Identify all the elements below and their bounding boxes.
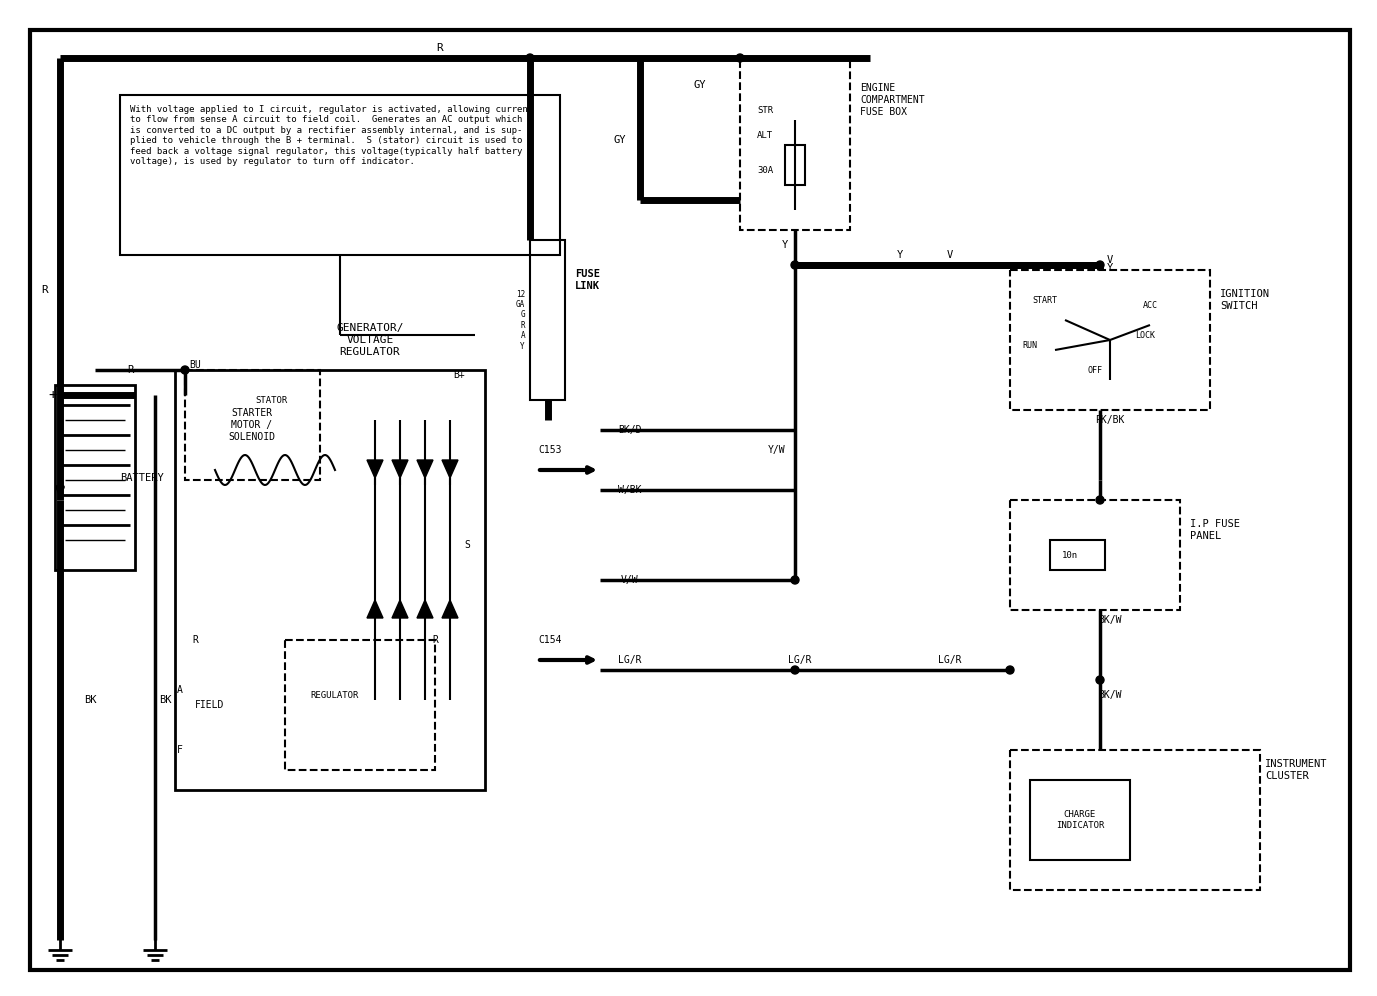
- Text: BK/W: BK/W: [1099, 615, 1122, 625]
- Text: Y/W: Y/W: [767, 445, 785, 455]
- Polygon shape: [417, 600, 432, 618]
- Text: ACC: ACC: [1143, 301, 1158, 310]
- Circle shape: [735, 54, 744, 62]
- Text: A: A: [178, 685, 183, 695]
- Text: V: V: [1107, 255, 1113, 265]
- Text: BK: BK: [84, 695, 96, 705]
- Circle shape: [790, 666, 799, 674]
- Text: S: S: [464, 540, 470, 550]
- Bar: [175, 370, 485, 790]
- Text: IGNITION
SWITCH: IGNITION SWITCH: [1220, 289, 1270, 311]
- Text: R: R: [432, 635, 438, 645]
- Text: C154: C154: [538, 635, 562, 645]
- Circle shape: [1096, 676, 1104, 684]
- Polygon shape: [368, 600, 383, 618]
- Text: OFF: OFF: [1088, 366, 1103, 374]
- Bar: [785, 145, 806, 185]
- Bar: [1009, 750, 1260, 890]
- Bar: [185, 370, 319, 480]
- Bar: [1051, 540, 1104, 570]
- Bar: [285, 640, 435, 770]
- Text: ENGINE
COMPARTMENT
FUSE BOX: ENGINE COMPARTMENT FUSE BOX: [861, 84, 924, 117]
- Text: W/BK: W/BK: [618, 485, 642, 495]
- Text: BK/D: BK/D: [618, 425, 642, 435]
- Polygon shape: [392, 600, 408, 618]
- Circle shape: [526, 54, 534, 62]
- Bar: [1009, 500, 1180, 610]
- Text: PK/BK: PK/BK: [1095, 415, 1125, 425]
- Text: 10n: 10n: [1062, 551, 1078, 560]
- Text: BATTERY: BATTERY: [120, 472, 164, 482]
- Text: R: R: [191, 635, 198, 645]
- Text: BK: BK: [158, 695, 171, 705]
- Circle shape: [1096, 496, 1104, 504]
- Text: START: START: [1033, 296, 1058, 305]
- Text: V: V: [947, 250, 953, 260]
- Text: B+: B+: [453, 370, 465, 380]
- Bar: [120, 95, 560, 255]
- Text: Y: Y: [1107, 263, 1113, 273]
- Bar: [530, 240, 565, 400]
- Text: STARTER
MOTOR /
SOLENOID: STARTER MOTOR / SOLENOID: [229, 408, 275, 441]
- Text: ALT: ALT: [757, 130, 772, 139]
- Text: R: R: [127, 365, 134, 375]
- Circle shape: [790, 261, 799, 269]
- Text: 12
GA
G
R
A
Y: 12 GA G R A Y: [516, 290, 525, 351]
- Circle shape: [1007, 666, 1013, 674]
- Text: STATOR: STATOR: [255, 395, 288, 404]
- Text: Y: Y: [782, 240, 788, 250]
- Bar: [1009, 270, 1210, 410]
- Text: +: +: [48, 388, 58, 402]
- Polygon shape: [368, 460, 383, 478]
- Text: LG/R: LG/R: [938, 655, 961, 665]
- Text: GY: GY: [614, 135, 627, 145]
- Polygon shape: [442, 460, 459, 478]
- Polygon shape: [392, 460, 408, 478]
- Text: BU: BU: [189, 360, 201, 370]
- Bar: [739, 60, 850, 230]
- Text: R: R: [41, 285, 48, 295]
- Text: REGULATOR: REGULATOR: [311, 690, 359, 699]
- Text: RUN: RUN: [1023, 341, 1037, 350]
- Polygon shape: [417, 460, 432, 478]
- Text: R: R: [437, 43, 443, 53]
- Circle shape: [1096, 261, 1104, 269]
- Text: LG/R: LG/R: [788, 655, 812, 665]
- Text: F: F: [178, 745, 183, 755]
- Text: C153: C153: [538, 445, 562, 455]
- Circle shape: [180, 366, 189, 374]
- Text: 30A: 30A: [757, 165, 772, 174]
- Polygon shape: [442, 600, 459, 618]
- Text: GENERATOR/
VOLTAGE
REGULATOR: GENERATOR/ VOLTAGE REGULATOR: [336, 324, 403, 357]
- Text: With voltage applied to I circuit, regulator is activated, allowing current
to f: With voltage applied to I circuit, regul…: [129, 105, 533, 166]
- Bar: [55, 385, 135, 570]
- Circle shape: [790, 576, 799, 584]
- Text: GY: GY: [694, 80, 706, 90]
- Text: CHARGE
INDICATOR: CHARGE INDICATOR: [1056, 811, 1104, 830]
- Text: Y: Y: [896, 250, 903, 260]
- Bar: [1030, 780, 1131, 860]
- Text: INSTRUMENT
CLUSTER: INSTRUMENT CLUSTER: [1265, 759, 1327, 781]
- Text: I.P FUSE
PANEL: I.P FUSE PANEL: [1190, 519, 1241, 541]
- Text: V/W: V/W: [621, 575, 639, 585]
- Text: LOCK: LOCK: [1135, 331, 1155, 340]
- Text: FIELD: FIELD: [196, 700, 224, 710]
- Text: BK/W: BK/W: [1099, 690, 1122, 700]
- Text: LG/R: LG/R: [618, 655, 642, 665]
- Text: FUSE
LINK: FUSE LINK: [576, 269, 600, 291]
- Text: STR: STR: [757, 106, 772, 115]
